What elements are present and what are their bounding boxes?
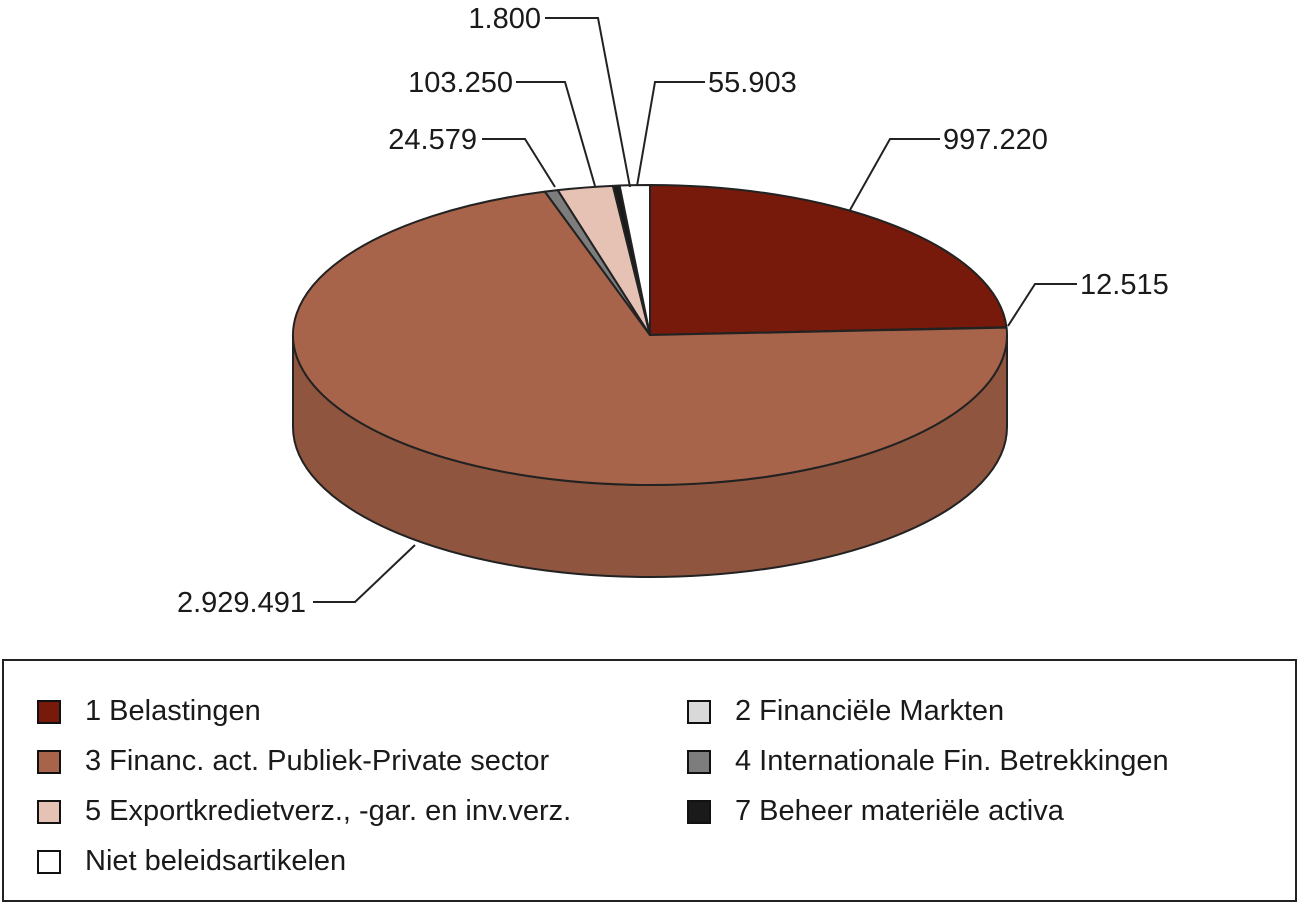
leader-line-3-financ-act-publiek-private-sector (313, 544, 416, 603)
data-label-5-exportkredietverz-gar-en-inv-verz: 103.250 (408, 67, 513, 99)
legend-swatch (687, 799, 711, 824)
pie-chart: 997.220 1.800 2.929.491 24.579 103.250 12.515… (177, 3, 1169, 619)
legend-label: 1 Belastingen (85, 695, 261, 727)
leader-line-7-beheer-materiele-activa (1007, 283, 1077, 327)
legend-item-financiele-markten: 2 Financiële Markten (687, 697, 1004, 726)
data-labels: 997.220 1.800 2.929.491 24.579 103.250 12.515… (177, 3, 1169, 619)
leader-line-2-financiele-markten (545, 17, 631, 188)
pie-slice-3-financ-act-publiek-private-sector (292, 190, 1008, 487)
legend-label: Niet beleidsartikelen (85, 845, 347, 877)
legend-item-beheer: 7 Beheer materiële activa (687, 797, 1064, 826)
legend-swatch (687, 749, 711, 774)
legend: 1 Belastingen 2 Financiële Markten 3 Fin… (2, 659, 1297, 902)
legend-label: 2 Financiële Markten (735, 695, 1005, 727)
legend-item-belastingen: 1 Belastingen (37, 697, 261, 726)
leader-line-5-exportkredietverz-gar-en-inv-verz (516, 81, 596, 187)
legend-item-exportkrediet: 5 Exportkredietverz., -gar. en inv.verz. (37, 797, 571, 826)
legend-swatch (37, 749, 61, 774)
data-label-2-financiele-markten: 1.800 (468, 3, 541, 35)
data-label-4-internationale-fin-betrekkingen: 24.579 (388, 124, 477, 156)
pie-top (292, 184, 1008, 487)
data-label-3-financ-act-publiek-private-sector: 2.929.491 (177, 587, 306, 619)
data-label-7-beheer-materiele-activa: 12.515 (1080, 269, 1169, 301)
leader-lines (313, 17, 1077, 603)
leader-line-niet-beleidsartikelen (636, 81, 705, 187)
legend-label: 4 Internationale Fin. Betrekkingen (735, 745, 1169, 777)
leader-line-4-internationale-fin-betrekkingen (482, 138, 556, 188)
data-label-niet-beleidsartikelen: 55.903 (708, 67, 797, 99)
legend-label: 7 Beheer materiële activa (735, 795, 1064, 827)
pie-slice-niet-beleidsartikelen (618, 184, 651, 336)
pie-slice-1-belastingen (649, 184, 1008, 336)
legend-item-publiek-private: 3 Financ. act. Publiek-Private sector (37, 747, 549, 776)
legend-label: 5 Exportkredietverz., -gar. en inv.verz. (85, 795, 572, 827)
data-label-1-belastingen: 997.220 (943, 124, 1048, 156)
leader-line-1-belastingen (849, 138, 940, 211)
legend-swatch (37, 799, 61, 824)
legend-swatch (37, 699, 61, 724)
legend-item-internationale: 4 Internationale Fin. Betrekkingen (687, 747, 1169, 776)
legend-swatch (37, 849, 61, 874)
legend-label: 3 Financ. act. Publiek-Private sector (85, 745, 550, 777)
legend-swatch (687, 699, 711, 724)
legend-item-niet-beleidsartikelen: Niet beleidsartikelen (37, 847, 346, 876)
